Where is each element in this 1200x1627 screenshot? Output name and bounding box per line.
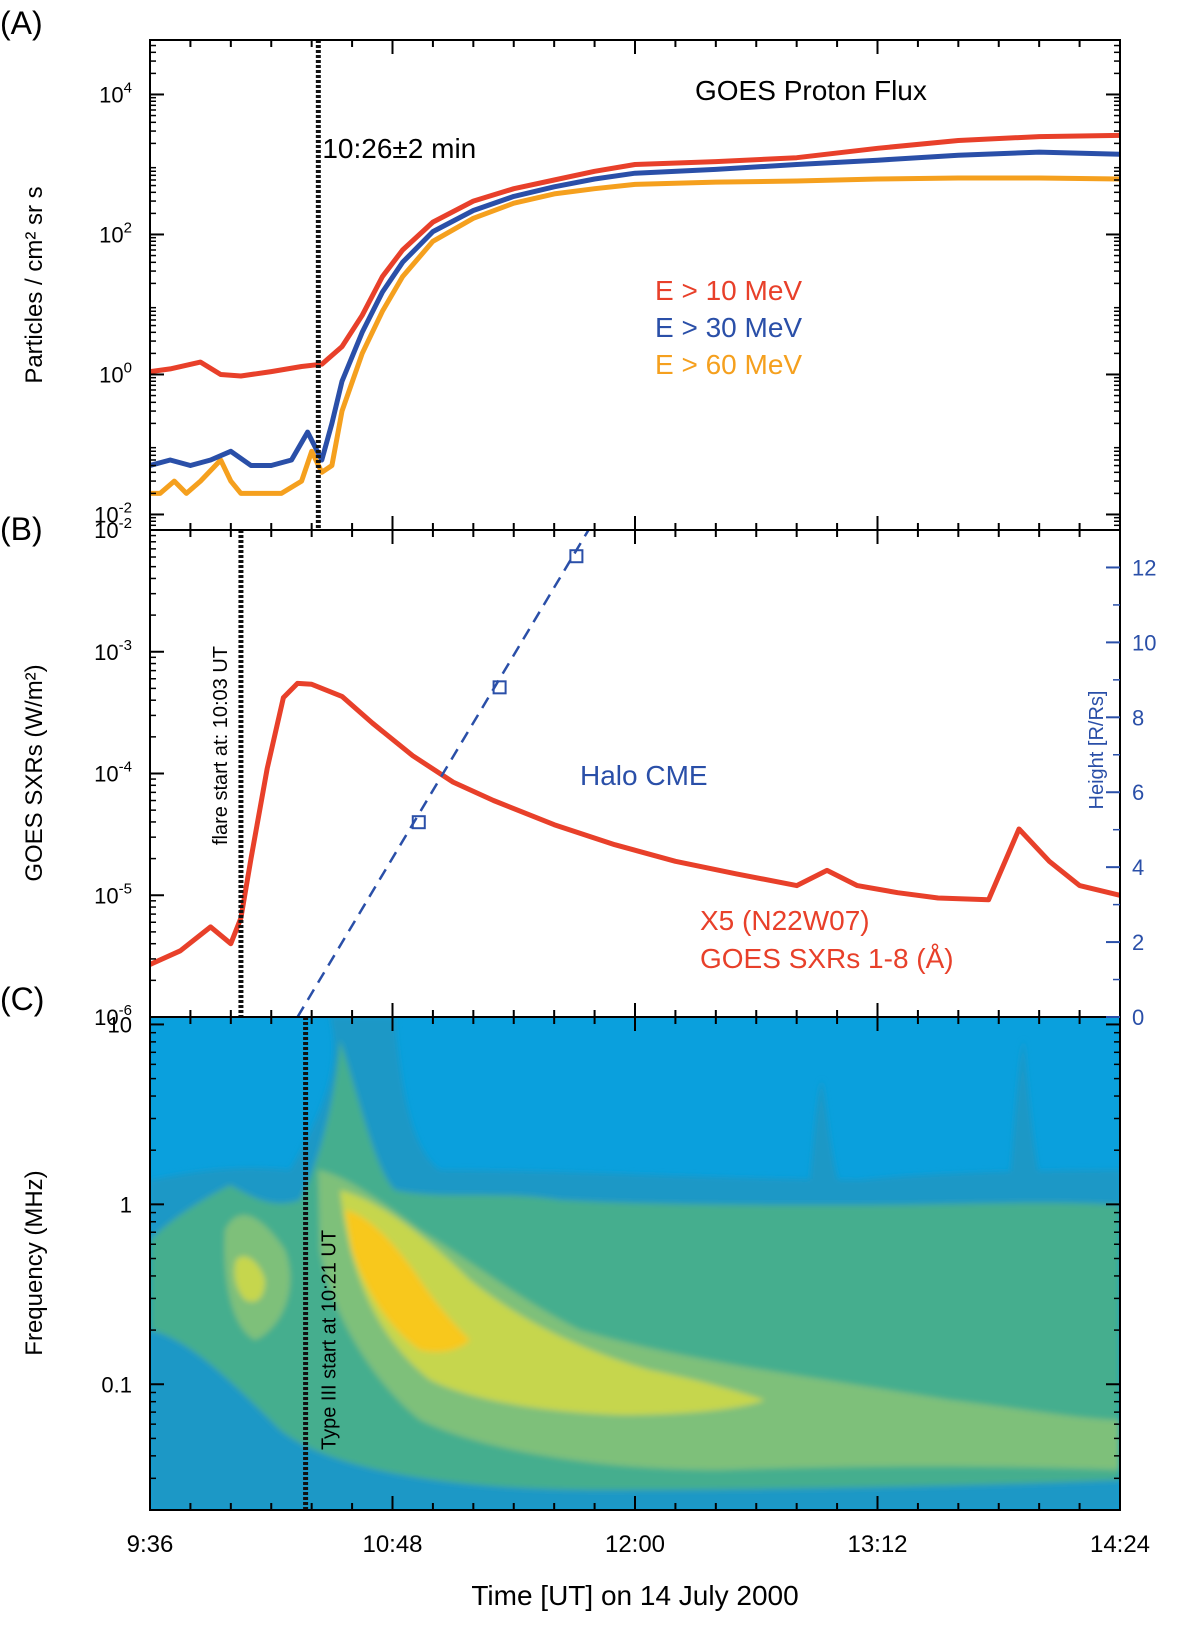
y2-tick-label: 8	[1132, 705, 1144, 730]
y-tick-label: 10	[108, 1012, 132, 1037]
panel-b: 10-6 10-5 10-4 10-3 10-2 0 2 4 6 8 10 12 flare sta…	[21, 515, 1156, 1030]
panel-a-ticks: 10-2 100 102 104	[94, 39, 1121, 531]
y-tick-label: 102	[99, 219, 132, 247]
panel-b-y2label: Height [R/Rs]	[1086, 691, 1108, 810]
y-tick-label: 1	[120, 1192, 132, 1217]
y-tick-label: 10-5	[94, 880, 132, 908]
panel-b-right-ticks: 0 2 4 6 8 10 12	[1106, 555, 1156, 1030]
y2-tick-label: 10	[1132, 630, 1156, 655]
cme-height-point	[411, 815, 426, 830]
panel-a: 10-2 100 102 104 GOES Proton Flux 10:26±2 m…	[21, 39, 1121, 531]
panel-c-ylabel: Frequency (MHz)	[21, 1170, 48, 1355]
x-axis-label: Time [UT] on 14 July 2000	[471, 1580, 798, 1611]
y-tick-label: 104	[99, 79, 132, 107]
x-tick-labels: 9:36 10:48 12:00 13:12 14:24	[127, 1531, 1150, 1558]
proton-series	[150, 132, 1120, 496]
y2-tick-label: 6	[1132, 780, 1144, 805]
x-tick-label: 10:48	[362, 1531, 422, 1558]
legend-entry: E > 30 MeV	[655, 312, 802, 343]
x-tick-label: 13:12	[847, 1531, 907, 1558]
panel-a-ylabel: Particles / cm² sr s	[21, 186, 48, 383]
cme-height-points	[411, 549, 584, 830]
type-iii-start-label: Type III start at 10:21 UT	[319, 1230, 341, 1450]
proton-onset-label: 10:26±2 min	[322, 133, 476, 164]
y-tick-label: 100	[99, 359, 132, 387]
panel-a-title: GOES Proton Flux	[695, 75, 927, 106]
y2-tick-label: 2	[1132, 930, 1144, 955]
x-tick-label: 12:00	[605, 1531, 665, 1558]
contour-level-5	[345, 1210, 470, 1352]
panel-label-a: (A)	[0, 5, 43, 41]
cme-height-point	[492, 680, 507, 695]
panel-label-b: (B)	[0, 511, 43, 547]
contour-spike-1	[810, 1080, 838, 1180]
legend-entry: E > 60 MeV	[655, 349, 802, 380]
panel-b-ylabel: GOES SXRs (W/m²)	[21, 664, 48, 881]
y-tick-label: 10-3	[94, 637, 132, 665]
cme-height-point	[569, 549, 584, 564]
proton-line-2	[150, 149, 1120, 468]
y-tick-label: 10-6	[94, 1002, 132, 1030]
contour-level-4b	[234, 1256, 265, 1302]
x-tick-label: 9:36	[127, 1531, 174, 1558]
y-tick-label: 10-4	[94, 759, 132, 787]
spectrogram	[150, 1017, 1120, 1510]
y2-tick-label: 0	[1132, 1005, 1144, 1030]
proton-line-1	[150, 132, 1120, 379]
contour-spike-2	[1010, 1040, 1040, 1180]
panel-b-ticks: 10-6 10-5 10-4 10-3 10-2	[94, 515, 1121, 1030]
flare-start-label: flare start at: 10:03 UT	[210, 646, 232, 845]
sxr-channel-label: GOES SXRs 1-8 (Å)	[700, 943, 954, 974]
y2-tick-label: 12	[1132, 555, 1156, 580]
sxr-curve	[150, 680, 1120, 967]
proton-legend: E > 10 MeV E > 30 MeV E > 60 MeV	[655, 275, 802, 380]
x-tick-label: 14:24	[1090, 1531, 1150, 1558]
legend-entry: E > 10 MeV	[655, 275, 802, 306]
y-tick-label: 0.1	[101, 1372, 132, 1397]
contour-level-4	[340, 1190, 765, 1415]
y2-tick-label: 4	[1132, 855, 1144, 880]
panel-c: 0.1 1 10 Type III start at 10:21 UT Freque…	[21, 1012, 1121, 1511]
panel-c-ticks: 0.1 1 10	[101, 1012, 1121, 1511]
y-tick-label: 10-2	[94, 515, 132, 543]
proton-line-3	[150, 175, 1120, 496]
panel-label-c: (C)	[0, 981, 44, 1017]
sxr-event-label: X5 (N22W07)	[700, 905, 870, 936]
halo-cme-label: Halo CME	[580, 760, 708, 791]
y-tick-label: 10-2	[94, 499, 132, 527]
cme-height-fit-line	[296, 530, 590, 1017]
